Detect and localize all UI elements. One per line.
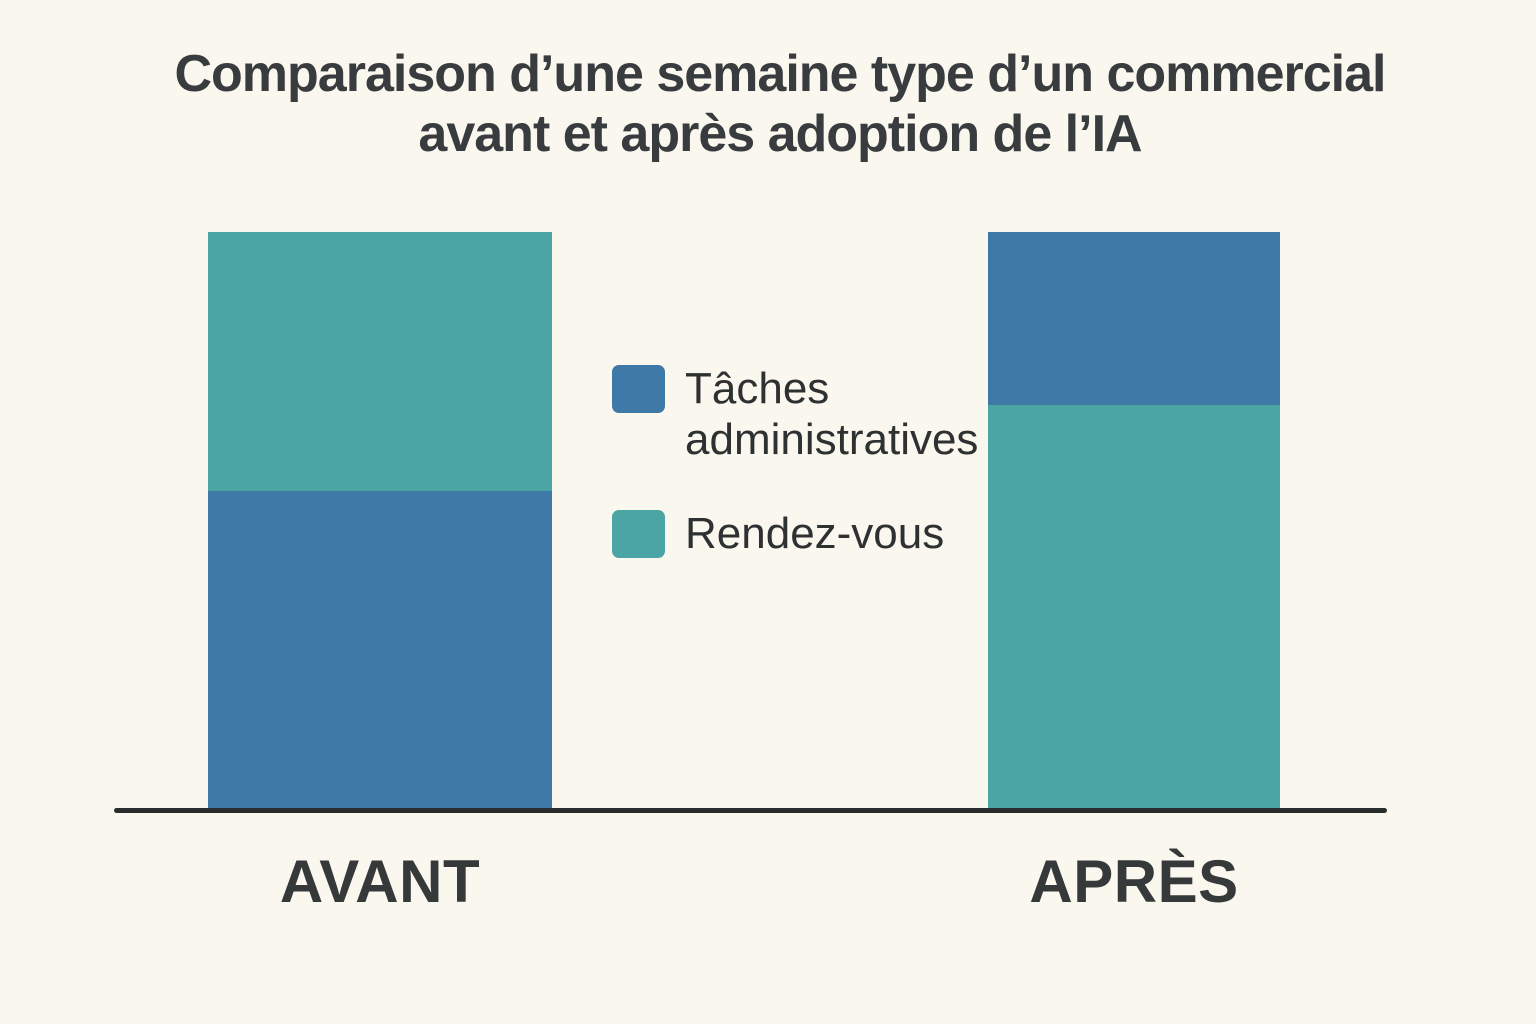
stacked-bar-avant: [208, 232, 552, 812]
category-label-avant: AVANT: [279, 848, 481, 915]
bar-avant-segment-admin: [208, 491, 552, 812]
stacked-bar-apres: [988, 232, 1280, 812]
bar-avant-segment-rendezvous: [208, 232, 552, 491]
bar-apres-segment-rendezvous: [988, 405, 1280, 812]
legend-item-admin: Tâches administratives: [612, 363, 995, 465]
chart-title: Comparaison d’une semaine type d’un comm…: [40, 44, 1520, 164]
chart-title-line1: Comparaison d’une semaine type d’un comm…: [174, 45, 1386, 103]
legend-label-rendezvous: Rendez-vous: [685, 509, 945, 558]
legend-label-admin: Tâches administratives: [685, 364, 979, 464]
chart-title-line2: avant et après adoption de l’IA: [418, 105, 1142, 163]
x-axis-baseline: [114, 808, 1387, 813]
legend-item-rendezvous: Rendez-vous: [612, 508, 995, 559]
bar-apres-segment-admin: [988, 232, 1280, 405]
legend-swatch-rendezvous: [612, 510, 665, 558]
legend-swatch-admin: [612, 365, 665, 413]
category-label-apres: APRÈS: [1029, 848, 1239, 915]
